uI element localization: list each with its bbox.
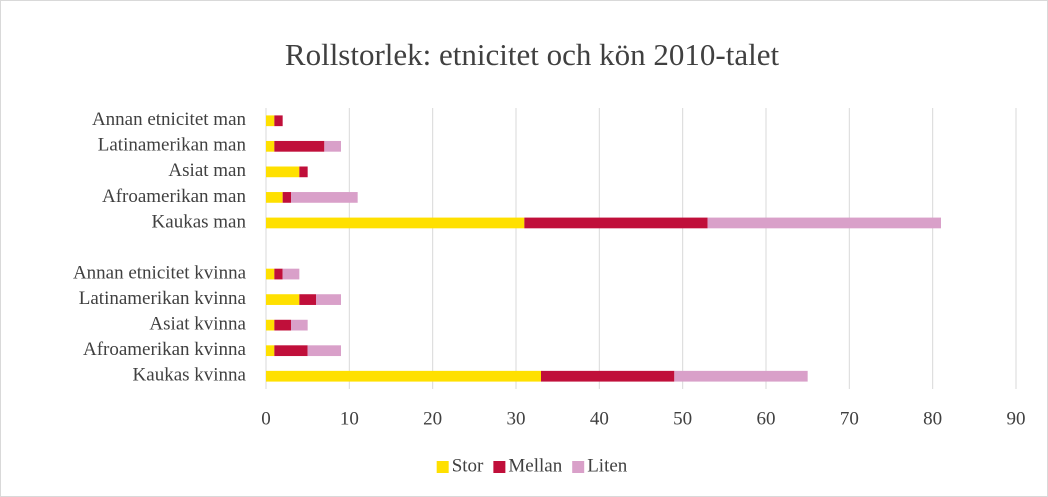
bar	[541, 370, 675, 382]
bar	[274, 319, 291, 331]
bar	[274, 140, 325, 152]
y-tick-label: Kaukas kvinna	[133, 365, 247, 386]
y-tick-label: Asiat man	[168, 160, 246, 181]
x-tick-label: 0	[261, 408, 271, 429]
y-tick-label: Latinamerikan kvinna	[79, 288, 247, 309]
bar	[282, 268, 300, 280]
bar	[266, 370, 541, 382]
y-tick-label: Annan etnicitet kvinna	[73, 262, 247, 283]
bar	[282, 192, 291, 203]
bar	[266, 319, 275, 331]
y-tick-label: Annan etnicitet man	[92, 109, 247, 130]
bar	[274, 115, 283, 127]
y-tick-label: Afroamerikan kvinna	[83, 339, 247, 360]
x-tick-label: 40	[590, 408, 609, 429]
x-tick-label: 20	[423, 408, 442, 429]
bar	[266, 294, 300, 305]
bar	[307, 345, 341, 357]
bar	[524, 217, 708, 229]
chart-title: Rollstorlek: etnicitet och kön 2010-tale…	[285, 37, 780, 72]
x-tick-label: 30	[507, 408, 526, 429]
x-tick-label: 50	[673, 408, 692, 429]
bar	[266, 115, 275, 127]
legend-label: Stor	[452, 455, 484, 476]
bar	[299, 166, 308, 178]
bar	[707, 217, 941, 229]
bar	[291, 319, 308, 331]
bar	[291, 192, 358, 203]
x-tick-label: 70	[840, 408, 859, 429]
bar	[266, 166, 300, 178]
legend-swatch	[572, 461, 585, 473]
x-tick-label: 10	[340, 408, 359, 429]
legend-swatch	[436, 461, 449, 473]
x-tick-label: 90	[1007, 408, 1026, 429]
y-tick-label: Latinamerikan man	[98, 135, 247, 156]
x-tick-label: 60	[757, 408, 776, 429]
bar	[266, 268, 275, 280]
bar	[316, 294, 341, 305]
bar	[299, 294, 316, 305]
y-tick-label: Afroamerikan man	[102, 186, 247, 207]
legend-swatch	[493, 461, 506, 473]
bar	[266, 140, 275, 152]
bar	[324, 140, 341, 152]
legend-label: Mellan	[508, 455, 562, 476]
x-tick-label: 80	[923, 408, 942, 429]
bar	[674, 370, 808, 382]
bar	[266, 345, 275, 357]
bar	[274, 268, 283, 280]
bar	[266, 217, 525, 229]
legend-label: Liten	[587, 455, 628, 476]
bar	[274, 345, 308, 357]
y-tick-label: Kaukas man	[152, 211, 247, 232]
y-tick-label: Asiat kvinna	[149, 313, 246, 334]
bar	[266, 192, 283, 203]
